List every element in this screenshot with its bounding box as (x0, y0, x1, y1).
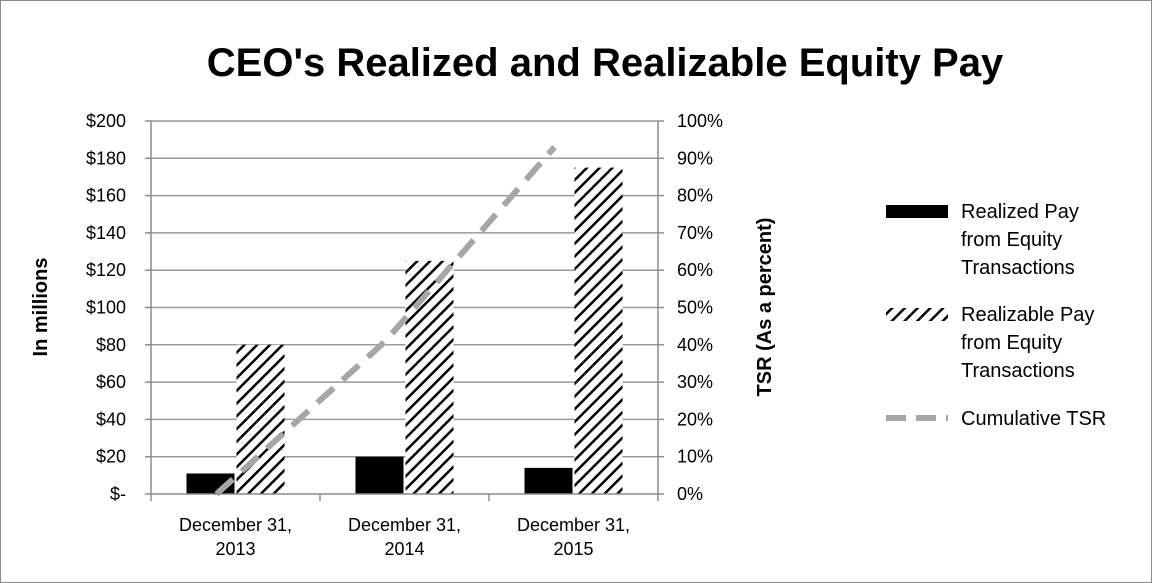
x-tick-label-line: 2015 (553, 539, 593, 559)
legend-swatch-realizable (886, 308, 948, 321)
legend-label: Realizable Pay from Equity Transactions (961, 304, 1094, 382)
y-tick-label: $200 (86, 111, 126, 131)
y-tick-label: $20 (96, 447, 126, 467)
y2-tick-label: 70% (677, 223, 713, 243)
legend-label: Realized Pay from Equity Transactions (961, 201, 1079, 279)
y2-tick-label: 60% (677, 260, 713, 280)
realizable-pay-bar (405, 260, 454, 494)
y2-tick-label: 10% (677, 447, 713, 467)
x-tick-label-line: December 31, (179, 515, 292, 535)
y2-tick-label: 90% (677, 148, 713, 168)
y2-tick-label: 50% (677, 298, 713, 318)
legend-label-line: from Equity (961, 229, 1062, 251)
chart-title: CEO's Realized and Realizable Equity Pay (207, 41, 1004, 85)
y-tick-label: $- (110, 484, 126, 504)
y-tick-label: $160 (86, 186, 126, 206)
x-tick-label-line: December 31, (348, 515, 461, 535)
legend-label-line: Transactions (961, 360, 1075, 382)
bars (186, 167, 623, 494)
tsr-line-group (214, 145, 557, 497)
legend: Realized Pay from Equity TransactionsReali… (886, 201, 1106, 430)
y2-tick-label: 0% (677, 484, 703, 504)
legend-label-line: from Equity (961, 332, 1062, 354)
y2-tick-label: 40% (677, 335, 713, 355)
realized-pay-bar (355, 456, 404, 494)
legend-label-line: Realizable Pay (961, 304, 1094, 326)
x-tick-label-line: December 31, (517, 515, 630, 535)
y2-tick-label: 30% (677, 372, 713, 392)
legend-label-line: Cumulative TSR (961, 408, 1106, 430)
y-tick-label: $40 (96, 409, 126, 429)
y-tick-label: $60 (96, 372, 126, 392)
y-tick-label: $120 (86, 260, 126, 280)
legend-label: Cumulative TSR (961, 408, 1106, 430)
axes (145, 120, 664, 501)
x-tick-label-line: 2014 (384, 539, 424, 559)
y2-tick-label: 80% (677, 186, 713, 206)
y2-tick-label: 100% (677, 111, 723, 131)
x-tick-label: December 31, 2014 (348, 515, 461, 559)
realized-pay-bar (524, 467, 573, 494)
y-axis-title: In millions (30, 258, 52, 357)
legend-label-line: Realized Pay (961, 201, 1079, 223)
x-tick-label: December 31, 2015 (517, 515, 630, 559)
realizable-pay-bar (574, 167, 623, 494)
legend-label-line: Transactions (961, 257, 1075, 279)
x-tick-label-line: 2013 (215, 539, 255, 559)
y2-tick-label: 20% (677, 409, 713, 429)
legend-swatch-realized (886, 205, 948, 218)
y-tick-label: $80 (96, 335, 126, 355)
x-tick-label: December 31, 2013 (179, 515, 292, 559)
y-tick-label: $180 (86, 148, 126, 168)
y-tick-label: $140 (86, 223, 126, 243)
y2-axis-title: TSR (As a percent) (754, 218, 776, 397)
gridlines (151, 120, 658, 458)
cumulative-tsr-line (214, 145, 557, 497)
y-tick-label: $100 (86, 298, 126, 318)
tick-labels: $- $20 $40 $60 $80 $100 $120 $140 $160 $180 $200 0%… (86, 111, 723, 559)
